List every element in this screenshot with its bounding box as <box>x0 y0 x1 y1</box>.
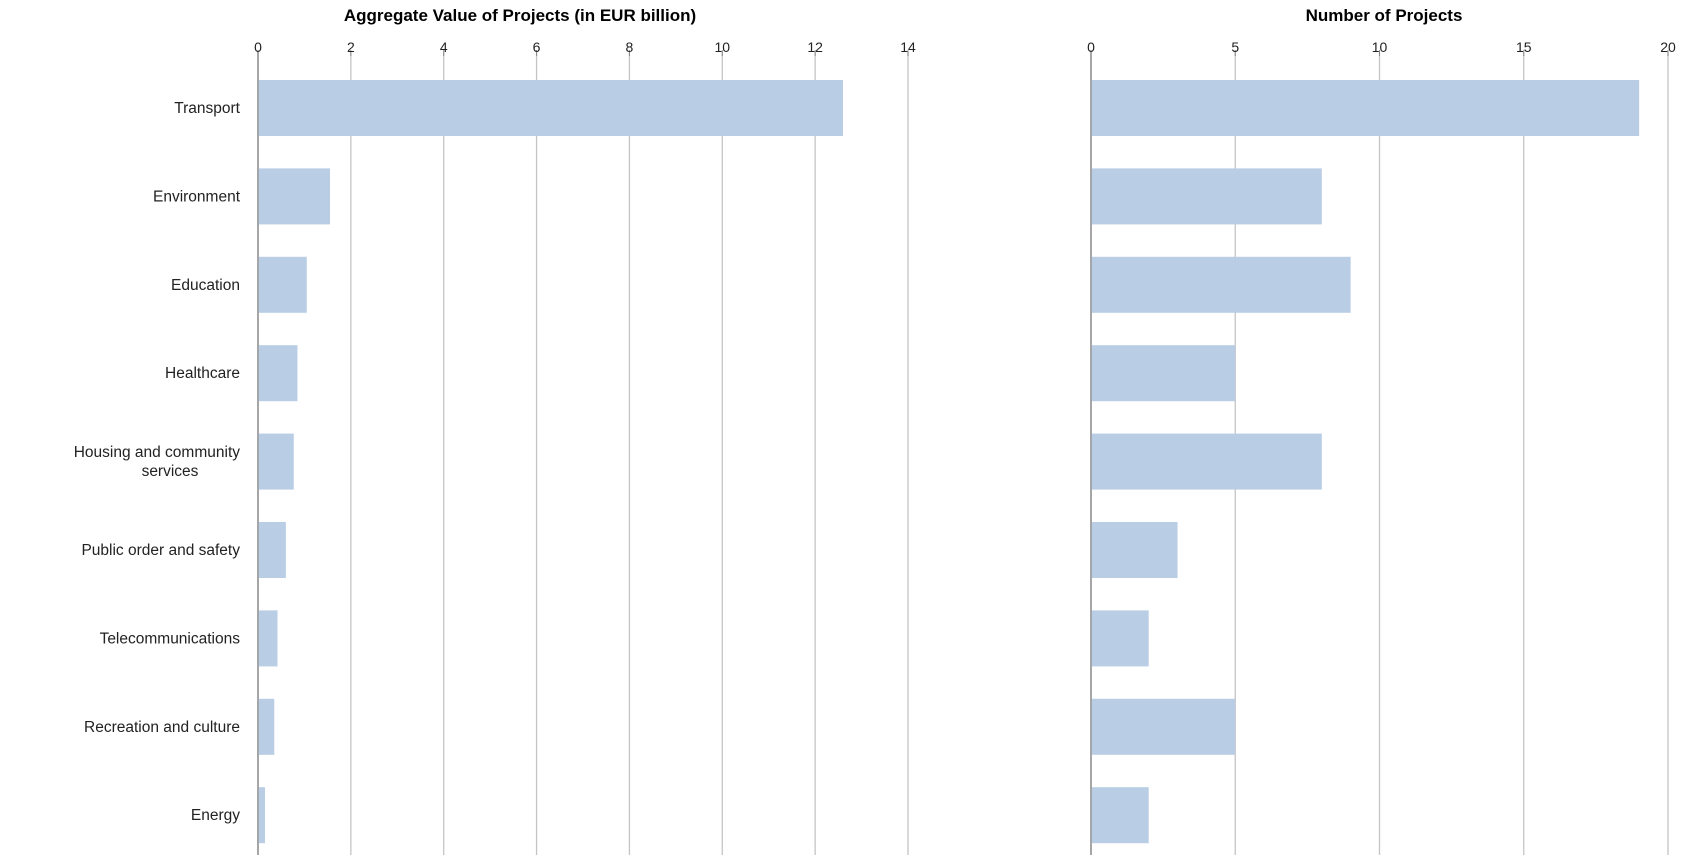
category-label: Transport <box>174 100 240 117</box>
category-label: Housing and community services <box>74 444 241 480</box>
left-tick-label: 12 <box>807 39 823 55</box>
left-bar-8 <box>258 787 265 844</box>
category-label: Recreation and culture <box>84 719 240 736</box>
left-bar-1 <box>258 168 330 225</box>
right-tick-label: 10 <box>1372 39 1388 55</box>
left-bar-6 <box>258 610 278 667</box>
right-bar-8 <box>1091 787 1149 844</box>
left-bar-0 <box>258 80 843 136</box>
right-tick-label: 5 <box>1231 39 1239 55</box>
category-label: Telecommunications <box>100 630 241 647</box>
left-chart-panel: 0 2 4 6 8 10 12 14 Transport Environment Education… <box>74 39 916 855</box>
right-bar-5 <box>1091 522 1178 578</box>
category-label: Public order and safety <box>81 542 240 559</box>
left-tick-label: 6 <box>533 39 541 55</box>
left-tick-label: 8 <box>626 39 634 55</box>
left-bar-2 <box>258 256 307 313</box>
left-tick-label: 0 <box>254 39 262 55</box>
right-tick-label: 15 <box>1516 39 1532 55</box>
left-bar-3 <box>258 345 298 402</box>
left-bar-4 <box>258 433 294 490</box>
right-chart-title: Number of Projects <box>1306 6 1463 25</box>
left-tick-label: 10 <box>714 39 730 55</box>
category-label: Environment <box>153 188 241 205</box>
left-tick-label: 14 <box>900 39 916 55</box>
category-label: Energy <box>191 807 240 824</box>
right-bar-2 <box>1091 256 1351 313</box>
category-label: Education <box>171 277 240 294</box>
left-bar-7 <box>258 698 275 755</box>
right-bar-1 <box>1091 168 1322 225</box>
right-bar-0 <box>1091 80 1640 136</box>
right-bar-4 <box>1091 433 1322 490</box>
left-bar-5 <box>258 522 286 578</box>
left-tick-label: 4 <box>440 39 448 55</box>
right-tick-label: 20 <box>1660 39 1676 55</box>
category-label: Healthcare <box>165 365 240 382</box>
left-chart-title: Aggregate Value of Projects (in EUR bill… <box>344 6 696 25</box>
left-tick-label: 2 <box>347 39 355 55</box>
right-bar-7 <box>1091 698 1236 755</box>
right-bar-3 <box>1091 345 1236 402</box>
right-tick-label: 0 <box>1087 39 1095 55</box>
right-chart-panel: 0 5 10 15 20 <box>1087 39 1676 855</box>
right-bar-6 <box>1091 610 1149 667</box>
